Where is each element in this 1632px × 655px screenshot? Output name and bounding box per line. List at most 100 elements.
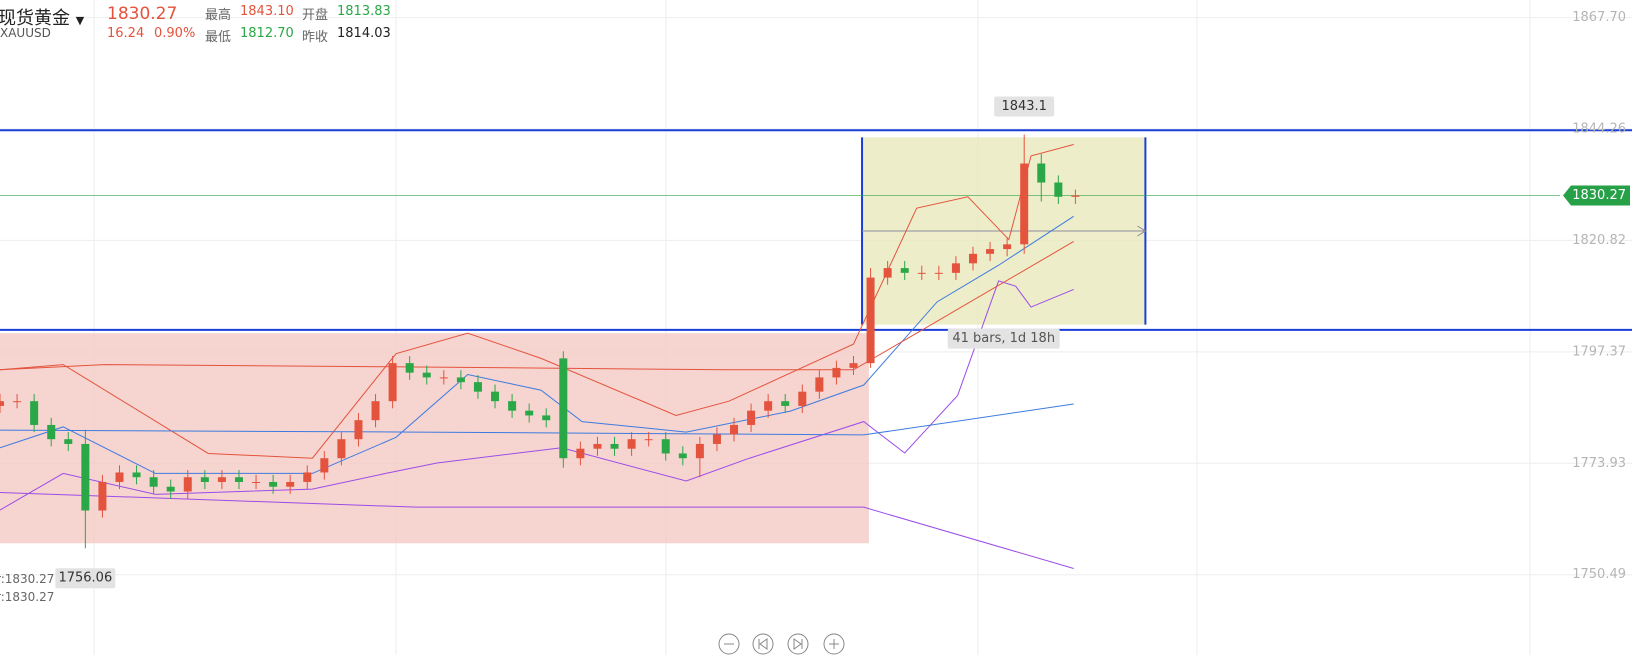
candle-body <box>405 363 414 373</box>
price: 1830.27 <box>107 4 178 24</box>
y-tick-label: 1797.37 <box>1572 344 1626 359</box>
instrument-name[interactable]: 现货黄金 ▼ <box>0 8 85 29</box>
indicator-line <box>0 241 1074 371</box>
candle-body <box>951 263 960 273</box>
zone <box>0 333 869 544</box>
candle-body <box>764 401 773 411</box>
candle-body <box>781 401 790 406</box>
stat-value: 1814.03 <box>337 26 391 41</box>
candle-body <box>542 415 551 421</box>
y-tick-label: 1773.93 <box>1572 456 1626 471</box>
forward-button[interactable] <box>787 633 809 655</box>
candle-body <box>559 358 568 459</box>
candle-body <box>354 420 363 440</box>
y-tick-label: 1820.82 <box>1572 233 1626 248</box>
stat-value: 1813.83 <box>337 4 391 19</box>
last-price-label: 1830.27 <box>1572 188 1626 203</box>
candle-body <box>422 372 431 378</box>
stat-label: 昨收 <box>302 30 329 45</box>
extreme-label: 1756.06 <box>58 571 112 586</box>
stat-label: 最高 <box>205 8 232 23</box>
symbol: XAUUSD <box>0 26 51 40</box>
stat-label: 最低 <box>205 30 232 45</box>
indicator-line <box>0 144 1074 459</box>
candle-body <box>593 443 602 449</box>
candle-body <box>576 448 585 459</box>
candle-body <box>183 477 192 492</box>
candle-body <box>934 272 943 274</box>
candle-body <box>303 472 312 482</box>
candle-body <box>832 367 841 378</box>
candle-body <box>883 268 892 278</box>
y-tick-label: 1867.70 <box>1572 10 1626 25</box>
candle-body <box>747 410 756 425</box>
candle-body <box>627 439 636 449</box>
candle-body <box>115 472 124 482</box>
candle-body <box>968 253 977 264</box>
candle-body <box>491 391 500 402</box>
candle-body <box>337 439 346 459</box>
zoom-out-button[interactable] <box>718 633 740 655</box>
candle-body <box>217 477 226 482</box>
candle-body <box>815 377 824 392</box>
name: 现货黄金 <box>0 8 70 29</box>
measure-arrow <box>862 225 1147 237</box>
candle-body <box>798 391 807 406</box>
candle-body <box>269 481 278 487</box>
candle-body <box>1054 182 1063 197</box>
candle-body <box>508 401 517 411</box>
candle-body <box>456 377 465 383</box>
candle-body <box>1020 163 1029 245</box>
candle-body <box>439 377 448 379</box>
stat-value: 1812.70 <box>240 26 294 41</box>
candle-body <box>730 424 739 435</box>
extreme-label-box <box>994 96 1055 117</box>
candle-body <box>849 363 858 368</box>
candle-body <box>917 272 926 274</box>
indicator-line <box>0 491 1074 569</box>
candle-body <box>132 472 141 478</box>
candle-body <box>234 477 243 482</box>
last-price-tag <box>1563 185 1630 206</box>
extreme-label-box <box>55 568 116 589</box>
candle-body <box>30 401 39 425</box>
crosshair-label: r:1830.27 <box>0 572 55 586</box>
candle-body <box>1037 163 1046 183</box>
y-tick-label: 1844.26 <box>1572 122 1626 137</box>
nav-buttons[interactable] <box>718 633 845 655</box>
indicator-line <box>0 280 1074 511</box>
candle-body <box>0 401 4 406</box>
candle-body <box>866 277 875 364</box>
back-button[interactable] <box>752 633 774 655</box>
candle-body <box>286 481 295 487</box>
candle-body <box>610 443 619 449</box>
candle-body <box>166 486 175 492</box>
crosshair-label: r:1830.27 <box>0 590 55 604</box>
zoom-in-button[interactable] <box>823 633 845 655</box>
candle-body <box>200 477 209 482</box>
candle-body <box>661 439 670 454</box>
candle-body <box>81 443 90 511</box>
candle-body <box>900 268 909 273</box>
candle-body <box>320 458 329 473</box>
stat-label: 开盘 <box>302 8 329 23</box>
candle-body <box>47 424 56 440</box>
candle-body <box>13 401 22 403</box>
candle-body <box>986 249 995 254</box>
change: 16.24 <box>107 26 145 41</box>
measure-label-box <box>947 328 1060 349</box>
candle-body <box>1003 244 1012 250</box>
candle-body <box>712 434 721 444</box>
stat-value: 1843.10 <box>240 4 294 19</box>
candle-body <box>525 410 534 416</box>
extreme-label: 1843.1 <box>1001 99 1047 114</box>
candle-body <box>98 481 107 511</box>
candle-body <box>695 443 704 459</box>
candle-body <box>252 481 261 483</box>
candle-body <box>371 401 380 421</box>
vertical-grid <box>93 0 1531 655</box>
candle-body <box>64 439 73 444</box>
candle-body <box>644 439 653 441</box>
candle-body <box>388 363 397 402</box>
